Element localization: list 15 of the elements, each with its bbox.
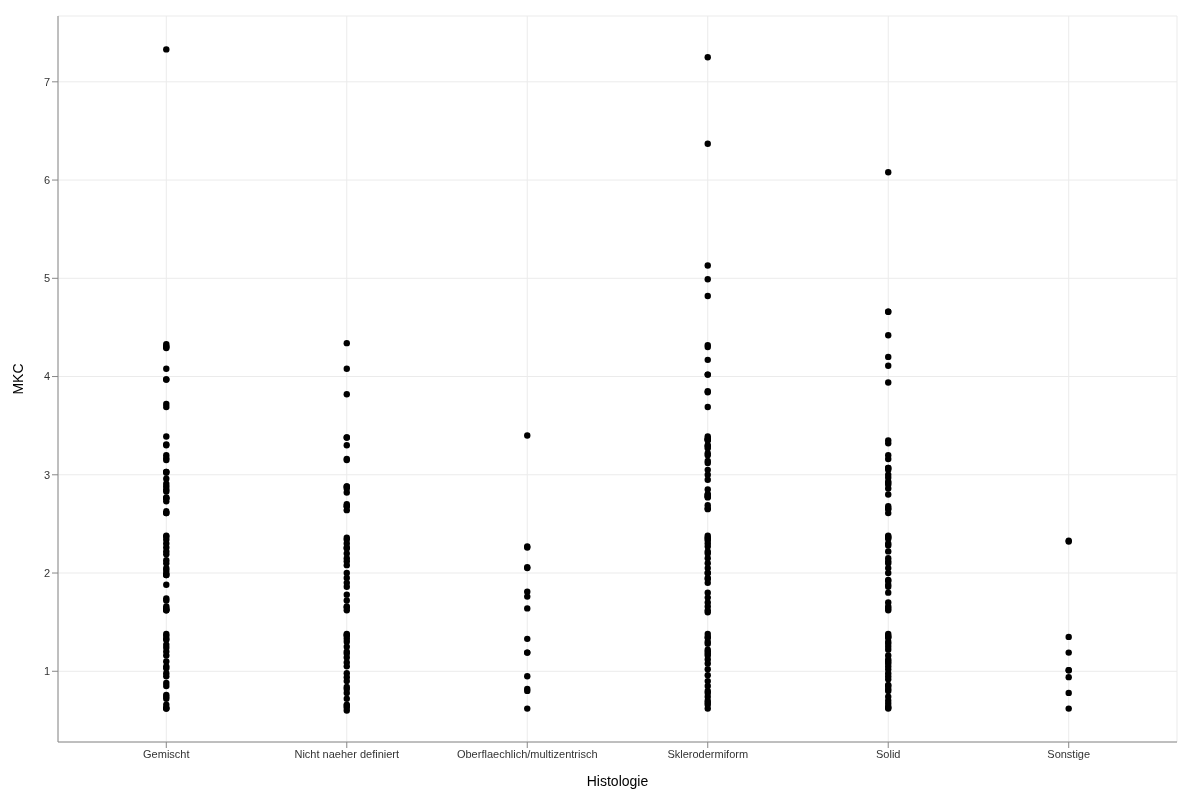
y-tick-label: 2 <box>43 566 50 579</box>
x-tick-label: Sklerodermiform <box>667 747 749 760</box>
x-tick-label: Gemischt <box>143 747 190 760</box>
x-tick-label: Nicht naeher definiert <box>294 747 400 760</box>
x-axis-title: Histologie <box>586 773 649 789</box>
x-tick-label: Sonstige <box>1047 747 1091 760</box>
y-axis-title: MKC <box>9 363 26 395</box>
y-tick-label: 7 <box>43 75 50 88</box>
y-tick-label: 3 <box>43 468 50 481</box>
x-tick-label: Oberflaechlich/multizentrisch <box>456 747 598 760</box>
x-tick-label: Solid <box>875 747 901 760</box>
y-tick-label: 6 <box>43 173 50 186</box>
y-tick-label: 1 <box>43 665 50 678</box>
y-tick-label: 4 <box>43 370 50 383</box>
y-tick-label: 5 <box>43 272 50 285</box>
